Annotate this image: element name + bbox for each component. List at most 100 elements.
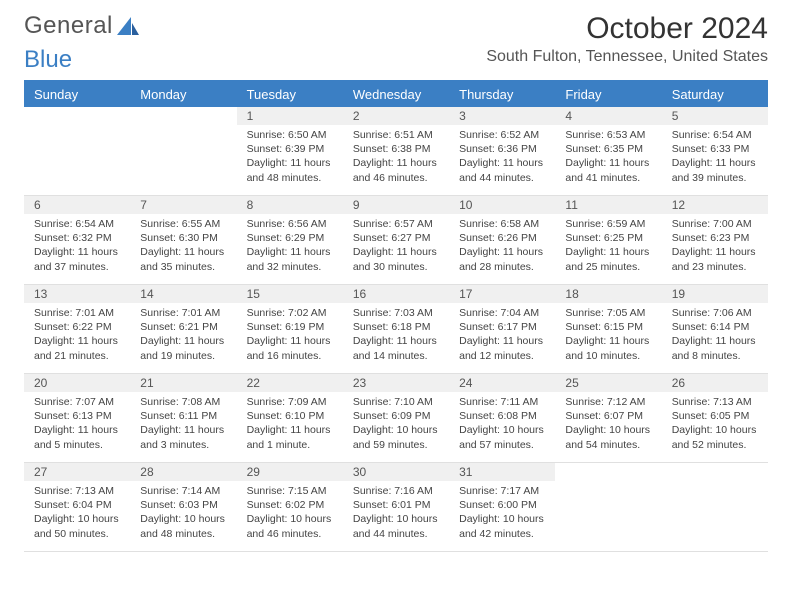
day-info: Sunrise: 7:02 AMSunset: 6:19 PMDaylight:… [237, 304, 343, 369]
day-info: Sunrise: 6:52 AMSunset: 6:36 PMDaylight:… [449, 126, 555, 191]
day-cell: 1Sunrise: 6:50 AMSunset: 6:39 PMDaylight… [237, 107, 343, 195]
daylight-text: Daylight: 10 hours and 48 minutes. [140, 512, 226, 540]
sunrise-text: Sunrise: 6:50 AM [247, 128, 333, 142]
sunrise-text: Sunrise: 7:03 AM [353, 306, 439, 320]
daylight-text: Daylight: 10 hours and 59 minutes. [353, 423, 439, 451]
day-cell: 28Sunrise: 7:14 AMSunset: 6:03 PMDayligh… [130, 463, 236, 551]
day-cell: 27Sunrise: 7:13 AMSunset: 6:04 PMDayligh… [24, 463, 130, 551]
day-info: Sunrise: 6:55 AMSunset: 6:30 PMDaylight:… [130, 215, 236, 280]
day-info: Sunrise: 6:53 AMSunset: 6:35 PMDaylight:… [555, 126, 661, 191]
day-cell: 21Sunrise: 7:08 AMSunset: 6:11 PMDayligh… [130, 374, 236, 462]
sunrise-text: Sunrise: 7:01 AM [34, 306, 120, 320]
day-cell: 5Sunrise: 6:54 AMSunset: 6:33 PMDaylight… [662, 107, 768, 195]
sunrise-text: Sunrise: 7:01 AM [140, 306, 226, 320]
sunrise-text: Sunrise: 6:54 AM [34, 217, 120, 231]
day-info: Sunrise: 6:56 AMSunset: 6:29 PMDaylight:… [237, 215, 343, 280]
daylight-text: Daylight: 11 hours and 19 minutes. [140, 334, 226, 362]
sunset-text: Sunset: 6:29 PM [247, 231, 333, 245]
day-number: 26 [662, 374, 768, 393]
sunrise-text: Sunrise: 7:09 AM [247, 395, 333, 409]
daylight-text: Daylight: 11 hours and 39 minutes. [672, 156, 758, 184]
day-cell: 9Sunrise: 6:57 AMSunset: 6:27 PMDaylight… [343, 196, 449, 284]
sunrise-text: Sunrise: 7:07 AM [34, 395, 120, 409]
sunset-text: Sunset: 6:14 PM [672, 320, 758, 334]
day-cell: 10Sunrise: 6:58 AMSunset: 6:26 PMDayligh… [449, 196, 555, 284]
day-cell: 2Sunrise: 6:51 AMSunset: 6:38 PMDaylight… [343, 107, 449, 195]
day-number: 4 [555, 107, 661, 126]
day-number: 25 [555, 374, 661, 393]
day-cell: 13Sunrise: 7:01 AMSunset: 6:22 PMDayligh… [24, 285, 130, 373]
daylight-text: Daylight: 10 hours and 57 minutes. [459, 423, 545, 451]
day-number: 23 [343, 374, 449, 393]
day-number: 3 [449, 107, 555, 126]
daylight-text: Daylight: 11 hours and 28 minutes. [459, 245, 545, 273]
day-header-row: Sunday Monday Tuesday Wednesday Thursday… [24, 82, 768, 107]
day-cell: 16Sunrise: 7:03 AMSunset: 6:18 PMDayligh… [343, 285, 449, 373]
day-cell: 8Sunrise: 6:56 AMSunset: 6:29 PMDaylight… [237, 196, 343, 284]
sunset-text: Sunset: 6:32 PM [34, 231, 120, 245]
sunset-text: Sunset: 6:30 PM [140, 231, 226, 245]
sunrise-text: Sunrise: 7:00 AM [672, 217, 758, 231]
sunrise-text: Sunrise: 7:10 AM [353, 395, 439, 409]
day-info: Sunrise: 7:14 AMSunset: 6:03 PMDaylight:… [130, 482, 236, 547]
week-row: 1Sunrise: 6:50 AMSunset: 6:39 PMDaylight… [24, 107, 768, 196]
day-number: 24 [449, 374, 555, 393]
sunset-text: Sunset: 6:38 PM [353, 142, 439, 156]
logo-text-general: General [24, 12, 113, 40]
day-cell: 19Sunrise: 7:06 AMSunset: 6:14 PMDayligh… [662, 285, 768, 373]
sunrise-text: Sunrise: 7:16 AM [353, 484, 439, 498]
daylight-text: Daylight: 11 hours and 10 minutes. [565, 334, 651, 362]
day-cell: 17Sunrise: 7:04 AMSunset: 6:17 PMDayligh… [449, 285, 555, 373]
day-cell: 31Sunrise: 7:17 AMSunset: 6:00 PMDayligh… [449, 463, 555, 551]
daylight-text: Daylight: 11 hours and 35 minutes. [140, 245, 226, 273]
day-number: 14 [130, 285, 236, 304]
daylight-text: Daylight: 11 hours and 48 minutes. [247, 156, 333, 184]
sunrise-text: Sunrise: 6:54 AM [672, 128, 758, 142]
day-cell: 24Sunrise: 7:11 AMSunset: 6:08 PMDayligh… [449, 374, 555, 462]
day-info: Sunrise: 6:50 AMSunset: 6:39 PMDaylight:… [237, 126, 343, 191]
sunset-text: Sunset: 6:04 PM [34, 498, 120, 512]
sunset-text: Sunset: 6:09 PM [353, 409, 439, 423]
day-header: Monday [130, 82, 236, 107]
day-cell: 29Sunrise: 7:15 AMSunset: 6:02 PMDayligh… [237, 463, 343, 551]
day-header: Sunday [24, 82, 130, 107]
daylight-text: Daylight: 11 hours and 41 minutes. [565, 156, 651, 184]
day-number: 18 [555, 285, 661, 304]
daylight-text: Daylight: 11 hours and 3 minutes. [140, 423, 226, 451]
calendar: Sunday Monday Tuesday Wednesday Thursday… [24, 80, 768, 552]
day-number: 8 [237, 196, 343, 215]
logo-text-blue: Blue [24, 46, 768, 74]
day-cell [24, 107, 130, 195]
day-info: Sunrise: 7:01 AMSunset: 6:21 PMDaylight:… [130, 304, 236, 369]
day-number: 6 [24, 196, 130, 215]
daylight-text: Daylight: 11 hours and 8 minutes. [672, 334, 758, 362]
sunset-text: Sunset: 6:19 PM [247, 320, 333, 334]
day-cell: 3Sunrise: 6:52 AMSunset: 6:36 PMDaylight… [449, 107, 555, 195]
sunrise-text: Sunrise: 7:13 AM [672, 395, 758, 409]
day-header: Saturday [662, 82, 768, 107]
day-info: Sunrise: 7:13 AMSunset: 6:05 PMDaylight:… [662, 393, 768, 458]
sunset-text: Sunset: 6:15 PM [565, 320, 651, 334]
week-row: 13Sunrise: 7:01 AMSunset: 6:22 PMDayligh… [24, 285, 768, 374]
day-info: Sunrise: 7:03 AMSunset: 6:18 PMDaylight:… [343, 304, 449, 369]
day-number: 2 [343, 107, 449, 126]
daylight-text: Daylight: 11 hours and 1 minute. [247, 423, 333, 451]
day-info: Sunrise: 7:15 AMSunset: 6:02 PMDaylight:… [237, 482, 343, 547]
week-row: 27Sunrise: 7:13 AMSunset: 6:04 PMDayligh… [24, 463, 768, 552]
day-info: Sunrise: 7:13 AMSunset: 6:04 PMDaylight:… [24, 482, 130, 547]
week-row: 6 Sunrise: 6:54 AMSunset: 6:32 PM Daylight… [24, 196, 768, 285]
day-number: 19 [662, 285, 768, 304]
daylight-text: Daylight: 11 hours and 16 minutes. [247, 334, 333, 362]
sunset-text: Sunset: 6:08 PM [459, 409, 545, 423]
sunset-text: Sunset: 6:07 PM [565, 409, 651, 423]
day-info: Sunrise: 7:00 AMSunset: 6:23 PMDaylight:… [662, 215, 768, 280]
daylight-text: Daylight: 11 hours and 46 minutes. [353, 156, 439, 184]
daylight-text: Daylight: 11 hours and 5 minutes. [34, 423, 120, 451]
day-info: Sunrise: 7:11 AMSunset: 6:08 PMDaylight:… [449, 393, 555, 458]
sunrise-text: Sunrise: 7:02 AM [247, 306, 333, 320]
daylight-text: Daylight: 11 hours and 44 minutes. [459, 156, 545, 184]
day-number: 15 [237, 285, 343, 304]
sunset-text: Sunset: 6:18 PM [353, 320, 439, 334]
day-number: 28 [130, 463, 236, 482]
day-number: 30 [343, 463, 449, 482]
